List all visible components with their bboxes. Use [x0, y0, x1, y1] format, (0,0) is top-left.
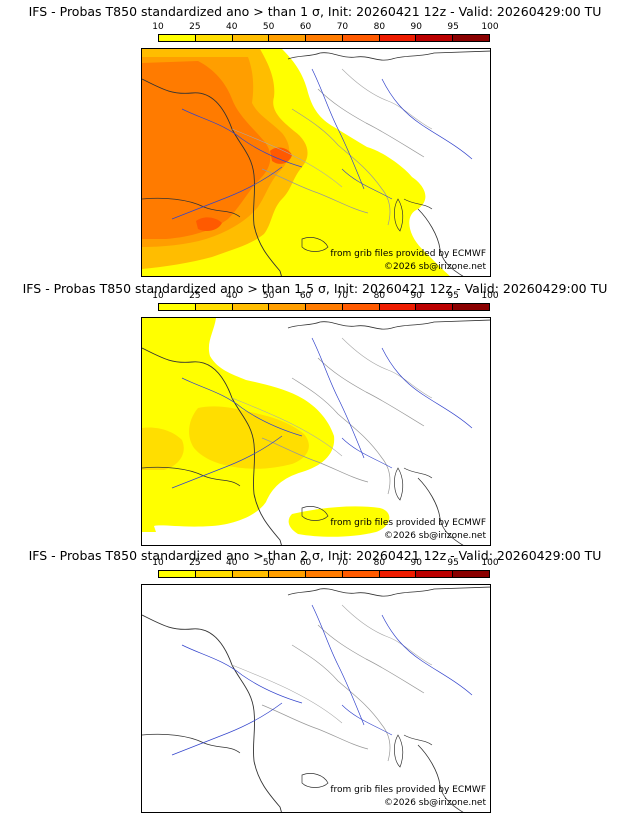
panel-2-title: IFS - Probas T850 standardized ano > tha… — [22, 281, 608, 296]
panel-3-legend: 10 25 40 50 60 70 80 90 95 100 — [152, 558, 499, 580]
map-svg — [142, 586, 490, 812]
legend-color-cell — [195, 571, 233, 577]
legend-color-cell — [342, 304, 380, 310]
legend-tick-labels: 10 25 40 50 60 70 80 90 95 100 — [152, 22, 498, 34]
credit-copyright: ©2026 sb@irizone.net — [384, 262, 486, 272]
legend-tick-label: 10 — [152, 558, 164, 568]
legend-color-cell — [453, 304, 490, 310]
legend-color-cell — [306, 304, 343, 310]
legend-color-cell — [195, 35, 233, 41]
legend-color-cell — [269, 304, 307, 310]
credit-source: from grib files provided by ECMWF — [330, 518, 486, 528]
panel-1-title: IFS - Probas T850 standardized ano > tha… — [28, 4, 602, 19]
legend-colorbar — [158, 303, 490, 311]
legend-tick-label: 25 — [189, 558, 201, 568]
legend-tick-label: 10 — [152, 291, 164, 301]
panel-2-map: from grib files provided by ECMWF ©2026 … — [141, 317, 491, 546]
legend-tick-label: 40 — [226, 291, 238, 301]
legend-tick-labels: 10 25 40 50 60 70 80 90 95 100 — [152, 291, 498, 303]
legend-color-cell — [159, 304, 196, 310]
legend-tick-label: 70 — [336, 558, 349, 568]
legend-tick-label: 95 — [447, 22, 459, 32]
legend-color-cell — [416, 304, 454, 310]
legend-tick-label: 40 — [226, 22, 238, 32]
credit-source: from grib files provided by ECMWF — [330, 249, 486, 259]
legend-color-cell — [195, 304, 233, 310]
legend-tick-label: 80 — [373, 558, 386, 568]
legend-tick-labels: 10 25 40 50 60 70 80 90 95 100 — [152, 558, 498, 570]
legend-color-cell — [342, 571, 380, 577]
legend-tick-label: 100 — [481, 291, 499, 301]
legend-colorbar — [158, 570, 490, 578]
panel-1-legend: 10 25 40 50 60 70 80 90 95 100 — [152, 22, 499, 44]
panel-1-map: from grib files provided by ECMWF ©2026 … — [141, 48, 491, 277]
legend-tick-label: 10 — [152, 22, 164, 32]
map-svg — [142, 49, 490, 276]
legend-tick-label: 60 — [299, 558, 312, 568]
legend-color-cell — [453, 571, 490, 577]
legend-tick-label: 50 — [262, 22, 275, 32]
legend-tick-label: 25 — [189, 22, 201, 32]
legend-tick-label: 60 — [299, 291, 312, 301]
panel-3-map: from grib files provided by ECMWF ©2026 … — [141, 584, 491, 813]
legend-tick-label: 80 — [373, 291, 386, 301]
legend-tick-label: 95 — [447, 291, 459, 301]
legend-tick-label: 100 — [481, 22, 499, 32]
legend-color-cell — [342, 35, 380, 41]
legend-tick-label: 60 — [299, 22, 312, 32]
panel-2-legend: 10 25 40 50 60 70 80 90 95 100 — [152, 291, 499, 313]
legend-color-cell — [232, 35, 270, 41]
legend-tick-label: 25 — [189, 291, 201, 301]
credit-copyright: ©2026 sb@irizone.net — [384, 531, 486, 541]
legend-color-cell — [306, 35, 343, 41]
legend-color-cell — [379, 304, 417, 310]
legend-tick-label: 100 — [481, 558, 499, 568]
legend-tick-label: 95 — [447, 558, 459, 568]
legend-color-cell — [416, 35, 454, 41]
map-svg — [142, 318, 490, 545]
legend-color-cell — [232, 304, 270, 310]
credit-copyright: ©2026 sb@irizone.net — [384, 798, 486, 808]
panel-3-title: IFS - Probas T850 standardized ano > tha… — [28, 548, 602, 563]
legend-tick-label: 90 — [410, 22, 422, 32]
legend-colorbar — [158, 34, 490, 42]
legend-tick-label: 70 — [336, 291, 349, 301]
legend-tick-label: 40 — [226, 558, 238, 568]
legend-color-cell — [379, 35, 417, 41]
legend-tick-label: 70 — [336, 22, 349, 32]
legend-color-cell — [269, 35, 307, 41]
legend-color-cell — [379, 571, 417, 577]
legend-tick-label: 50 — [262, 291, 275, 301]
legend-color-cell — [306, 571, 343, 577]
legend-color-cell — [453, 35, 490, 41]
legend-color-cell — [159, 571, 196, 577]
legend-color-cell — [269, 571, 307, 577]
legend-tick-label: 90 — [410, 291, 422, 301]
credit-source: from grib files provided by ECMWF — [330, 785, 486, 795]
legend-color-cell — [159, 35, 196, 41]
legend-tick-label: 90 — [410, 558, 422, 568]
legend-color-cell — [232, 571, 270, 577]
legend-tick-label: 80 — [373, 22, 386, 32]
legend-color-cell — [416, 571, 454, 577]
legend-tick-label: 50 — [262, 558, 275, 568]
